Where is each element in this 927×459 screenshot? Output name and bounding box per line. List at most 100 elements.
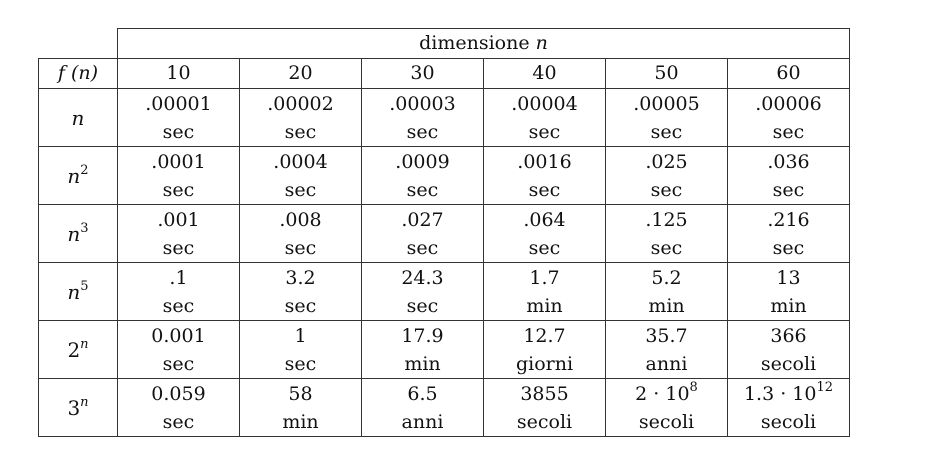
time-cell: .0004 sec — [239, 146, 362, 205]
time-value: .064 — [484, 206, 605, 234]
time-cell: 0.001 sec — [117, 320, 240, 379]
time-unit: min — [770, 294, 807, 317]
dimension-label: dimensione — [419, 32, 530, 54]
time-value-text: .0004 — [273, 150, 328, 173]
time-unit: min — [282, 410, 319, 433]
time-cell: 1.7 min — [483, 262, 606, 321]
time-cell: .0001 sec — [117, 146, 240, 205]
time-value-text: 13 — [776, 266, 801, 289]
time-unit: sec — [406, 236, 439, 259]
time-value: .025 — [606, 148, 727, 176]
time-value-text: 2 · 10 — [635, 382, 690, 405]
time-value: .00005 — [606, 90, 727, 118]
time-unit: sec — [528, 236, 561, 259]
function-cell: n — [38, 88, 118, 147]
time-value: 17.9 — [362, 322, 483, 350]
time-unit: min — [404, 352, 441, 375]
function-base: 2 — [67, 337, 81, 362]
time-value-text: 1.3 · 10 — [743, 382, 817, 405]
time-unit: sec — [528, 178, 561, 201]
time-cell: 58 min — [239, 378, 362, 437]
time-value-text: .216 — [767, 208, 810, 231]
time-cell: 2 · 108 secoli — [605, 378, 728, 437]
time-value-text: 24.3 — [401, 266, 444, 289]
time-value: .216 — [728, 206, 849, 234]
function-exponent: 5 — [80, 278, 89, 294]
time-cell: 3.2 sec — [239, 262, 362, 321]
function-cell: 3n — [38, 378, 118, 437]
time-value: .00003 — [362, 90, 483, 118]
table-row: n5 .1 sec 3.2 sec 24.3 sec 1.7 min 5.2 min 13 min — [38, 262, 850, 321]
time-unit: sec — [772, 236, 805, 259]
time-value: 12.7 — [484, 322, 605, 350]
time-value: .0001 — [118, 148, 239, 176]
time-unit: sec — [284, 236, 317, 259]
time-unit: sec — [772, 178, 805, 201]
time-cell: .00004 sec — [483, 88, 606, 147]
time-unit: sec — [406, 120, 439, 143]
time-unit: anni — [645, 352, 688, 375]
time-unit: anni — [401, 410, 444, 433]
time-cell: .001 sec — [117, 204, 240, 263]
time-unit: sec — [162, 120, 195, 143]
time-value: .00001 — [118, 90, 239, 118]
time-cell: .00003 sec — [361, 88, 484, 147]
time-value: 0.001 — [118, 322, 239, 350]
time-unit: sec — [284, 178, 317, 201]
time-value: .00002 — [240, 90, 361, 118]
time-cell: .216 sec — [727, 204, 850, 263]
time-unit: sec — [162, 410, 195, 433]
time-cell: 6.5 anni — [361, 378, 484, 437]
time-cell: 1.3 · 1012 secoli — [727, 378, 850, 437]
time-cell: .027 sec — [361, 204, 484, 263]
time-value-text: .008 — [279, 208, 322, 231]
time-value: 3855 — [484, 380, 605, 408]
time-value-text: .064 — [523, 208, 566, 231]
time-cell: 5.2 min — [605, 262, 728, 321]
time-value: 13 — [728, 264, 849, 292]
function-base: 3 — [67, 395, 81, 420]
time-cell: 17.9 min — [361, 320, 484, 379]
time-value: 1 — [240, 322, 361, 350]
function-cell: n2 — [38, 146, 118, 205]
time-value: .036 — [728, 148, 849, 176]
size-header-cell: 40 — [483, 58, 606, 89]
time-value: 0.059 — [118, 380, 239, 408]
time-value-text: .00003 — [389, 92, 456, 115]
time-value-text: 0.059 — [151, 382, 206, 405]
table-row: 2n 0.001 sec 1 sec 17.9 min 12.7 giorni 35.7 anni 3… — [38, 320, 850, 379]
time-value-exponent: 12 — [816, 380, 834, 396]
time-value-text: .025 — [645, 150, 688, 173]
time-cell: .00002 sec — [239, 88, 362, 147]
time-value-text: 58 — [288, 382, 313, 405]
time-unit: sec — [162, 294, 195, 317]
time-value: 6.5 — [362, 380, 483, 408]
time-value-text: .1 — [169, 266, 188, 289]
size-header-cell: 50 — [605, 58, 728, 89]
header-dimension-row: dimensione n — [38, 28, 850, 59]
time-value: .1 — [118, 264, 239, 292]
time-value: .125 — [606, 206, 727, 234]
time-value-text: 3.2 — [285, 266, 316, 289]
time-value: .00006 — [728, 90, 849, 118]
time-cell: .125 sec — [605, 204, 728, 263]
time-cell: 1 sec — [239, 320, 362, 379]
time-value: .001 — [118, 206, 239, 234]
time-cell: 12.7 giorni — [483, 320, 606, 379]
time-cell: 13 min — [727, 262, 850, 321]
time-unit: min — [648, 294, 685, 317]
time-value: 58 — [240, 380, 361, 408]
time-cell: 366 secoli — [727, 320, 850, 379]
time-value-text: .00002 — [267, 92, 334, 115]
time-value-text: .0009 — [395, 150, 450, 173]
time-unit: sec — [162, 178, 195, 201]
time-cell: .00006 sec — [727, 88, 850, 147]
size-header-cell: 10 — [117, 58, 240, 89]
time-unit: sec — [650, 236, 683, 259]
time-unit: sec — [650, 120, 683, 143]
function-base: n — [67, 279, 81, 304]
time-unit: sec — [284, 352, 317, 375]
time-value-text: 3855 — [520, 382, 569, 405]
time-value-text: 12.7 — [523, 324, 566, 347]
function-base: n — [67, 163, 81, 188]
